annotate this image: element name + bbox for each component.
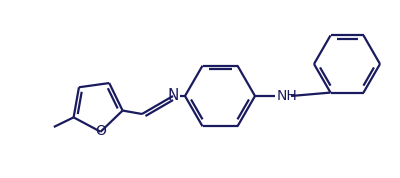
Text: NH: NH [277,89,298,103]
Text: O: O [95,124,106,138]
Text: N: N [168,88,179,103]
